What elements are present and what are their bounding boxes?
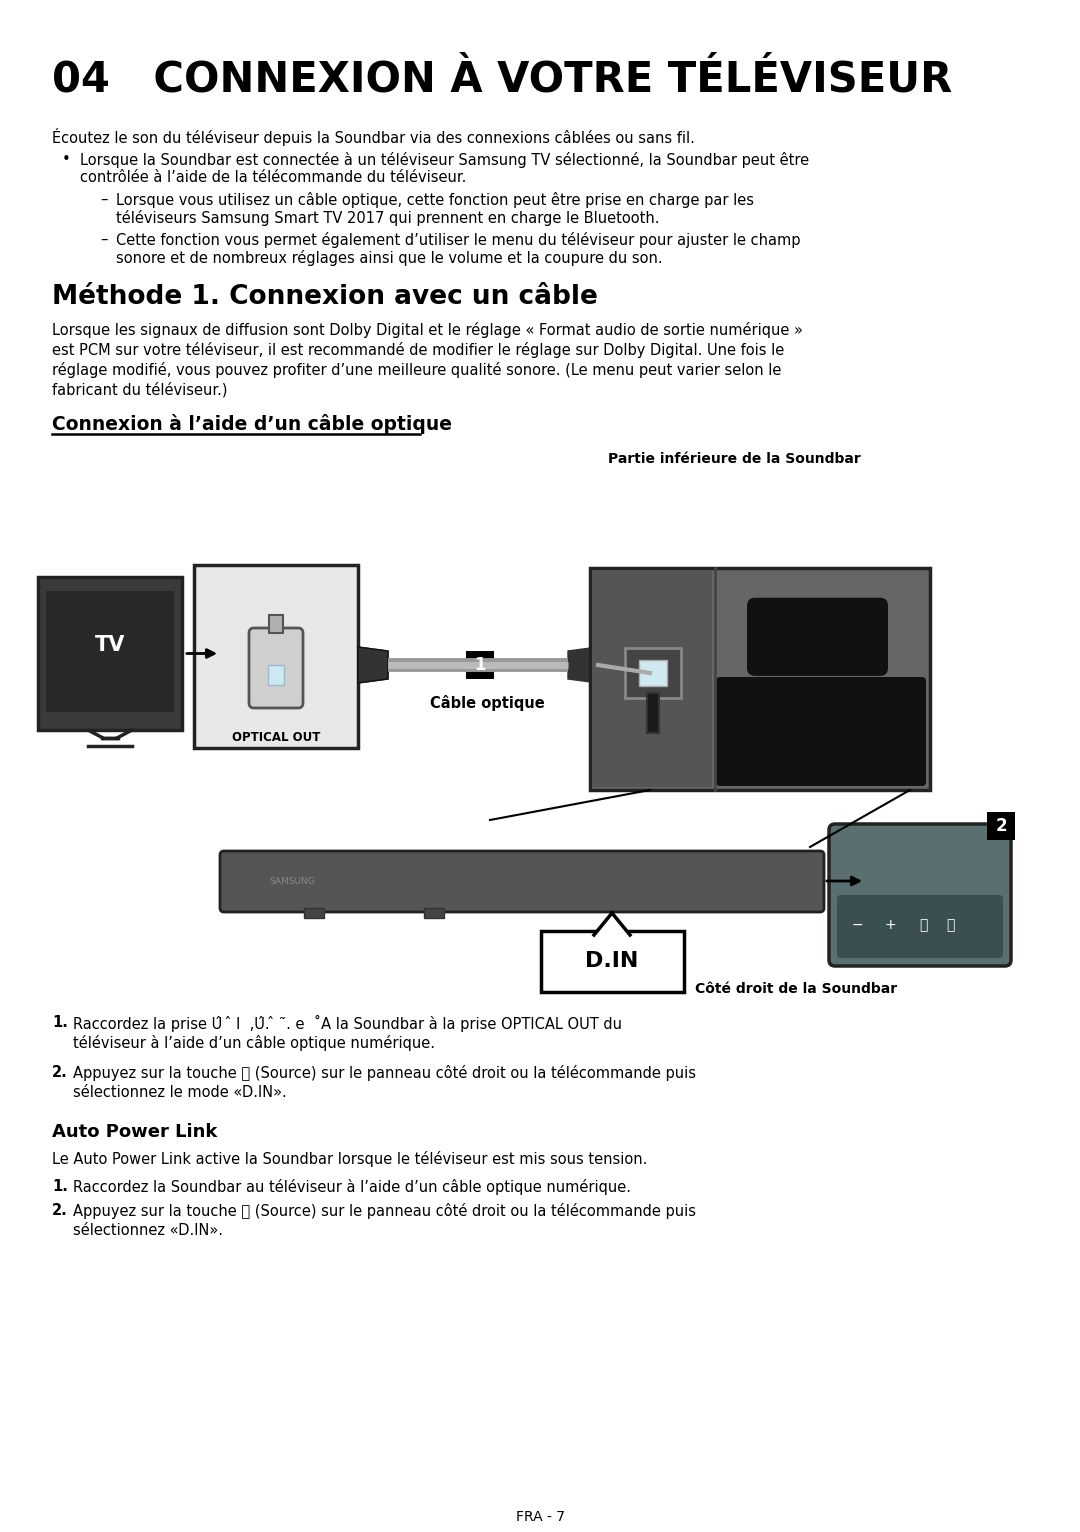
Polygon shape [357, 647, 388, 683]
FancyBboxPatch shape [46, 591, 174, 712]
Text: Raccordez la Soundbar au téléviseur à l’aide d’un câble optique numérique.: Raccordez la Soundbar au téléviseur à l’… [73, 1180, 631, 1195]
Text: 2: 2 [995, 817, 1007, 835]
Text: ⭢: ⭢ [919, 918, 928, 931]
FancyBboxPatch shape [303, 908, 324, 918]
FancyBboxPatch shape [593, 571, 712, 787]
FancyBboxPatch shape [647, 692, 659, 732]
Text: FRA - 7: FRA - 7 [515, 1511, 565, 1524]
Text: +: + [885, 918, 895, 931]
FancyBboxPatch shape [268, 665, 284, 685]
Text: sonore et de nombreux réglages ainsi que le volume et la coupure du son.: sonore et de nombreux réglages ainsi que… [116, 250, 663, 267]
Text: réglage modifié, vous pouvez profiter d’une meilleure qualité sonore. (Le menu p: réglage modifié, vous pouvez profiter d’… [52, 362, 781, 378]
FancyBboxPatch shape [269, 614, 283, 633]
Polygon shape [568, 647, 598, 683]
Text: •: • [62, 152, 71, 167]
Text: –: – [100, 231, 107, 247]
Text: Côté droit de la Soundbar: Côté droit de la Soundbar [696, 982, 897, 996]
Text: Le Auto Power Link active la Soundbar lorsque le téléviseur est mis sous tension: Le Auto Power Link active la Soundbar lo… [52, 1151, 647, 1167]
Text: 2.: 2. [52, 1203, 68, 1218]
Text: Méthode 1. Connexion avec un câble: Méthode 1. Connexion avec un câble [52, 283, 598, 309]
Text: Lorsque les signaux de diffusion sont Dolby Digital et le réglage « Format audio: Lorsque les signaux de diffusion sont Do… [52, 322, 802, 339]
Text: sélectionnez «D.IN».: sélectionnez «D.IN». [73, 1223, 222, 1238]
Text: 1.: 1. [52, 1016, 68, 1030]
FancyBboxPatch shape [38, 578, 183, 731]
FancyBboxPatch shape [747, 597, 888, 676]
FancyBboxPatch shape [837, 895, 1003, 958]
Text: sélectionnez le mode «D.IN».: sélectionnez le mode «D.IN». [73, 1085, 287, 1100]
FancyBboxPatch shape [541, 931, 684, 993]
Text: −: − [851, 918, 863, 931]
Text: est PCM sur votre téléviseur, il est recommandé de modifier le réglage sur Dolby: est PCM sur votre téléviseur, il est rec… [52, 342, 784, 358]
Text: Connexion à l’aide d’un câble optique: Connexion à l’aide d’un câble optique [52, 414, 453, 434]
Text: Raccordez la prise Û  ̂ I  ,Û. ̂ ˜. e  ˚A la Soundbar à la prise OPTICAL OUT d: Raccordez la prise Û ̂ I ,Û. ̂ ˜. e ˚A… [73, 1016, 622, 1033]
Text: Lorsque vous utilisez un câble optique, cette fonction peut être prise en charge: Lorsque vous utilisez un câble optique, … [116, 192, 754, 208]
Text: 1: 1 [474, 656, 486, 674]
Text: 1.: 1. [52, 1180, 68, 1193]
Text: SAMSUNG: SAMSUNG [269, 876, 314, 885]
Text: Auto Power Link: Auto Power Link [52, 1123, 217, 1141]
Text: –: – [100, 192, 107, 207]
Text: Cette fonction vous permet également d’utiliser le menu du téléviseur pour ajust: Cette fonction vous permet également d’u… [116, 231, 800, 248]
Text: Partie inférieure de la Soundbar: Partie inférieure de la Soundbar [608, 452, 861, 466]
FancyBboxPatch shape [249, 628, 303, 708]
Text: téléviseur à l’aide d’un câble optique numérique.: téléviseur à l’aide d’un câble optique n… [73, 1036, 435, 1051]
FancyBboxPatch shape [625, 648, 681, 699]
Text: Écoutez le son du téléviseur depuis la Soundbar via des connexions câblées ou sa: Écoutez le son du téléviseur depuis la S… [52, 129, 694, 146]
Text: D.IN: D.IN [585, 951, 638, 971]
Text: téléviseurs Samsung Smart TV 2017 qui prennent en charge le Bluetooth.: téléviseurs Samsung Smart TV 2017 qui pr… [116, 210, 660, 227]
FancyBboxPatch shape [424, 908, 444, 918]
Text: TV: TV [95, 634, 125, 656]
FancyBboxPatch shape [194, 565, 357, 748]
FancyBboxPatch shape [639, 660, 667, 686]
FancyBboxPatch shape [465, 651, 494, 679]
Text: Appuyez sur la touche ⧖ (Source) sur le panneau côté droit ou la télécommande pu: Appuyez sur la touche ⧖ (Source) sur le … [73, 1065, 696, 1082]
Text: Câble optique: Câble optique [430, 696, 544, 711]
Text: Appuyez sur la touche ⧖ (Source) sur le panneau côté droit ou la télécommande pu: Appuyez sur la touche ⧖ (Source) sur le … [73, 1203, 696, 1219]
Text: 04   CONNEXION À VOTRE TÉLÉVISEUR: 04 CONNEXION À VOTRE TÉLÉVISEUR [52, 58, 953, 100]
Text: fabricant du téléviseur.): fabricant du téléviseur.) [52, 381, 228, 397]
FancyBboxPatch shape [716, 677, 926, 786]
Text: 2.: 2. [52, 1065, 68, 1080]
Polygon shape [594, 913, 630, 935]
FancyBboxPatch shape [987, 812, 1015, 840]
Text: OPTICAL OUT: OPTICAL OUT [232, 731, 320, 745]
Text: contrôlée à l’aide de la télécommande du téléviseur.: contrôlée à l’aide de la télécommande du… [80, 170, 467, 185]
Text: ⏻: ⏻ [946, 918, 955, 931]
FancyBboxPatch shape [590, 568, 930, 791]
FancyBboxPatch shape [220, 850, 824, 912]
Text: Lorsque la Soundbar est connectée à un téléviseur Samsung TV sélectionné, la Sou: Lorsque la Soundbar est connectée à un t… [80, 152, 809, 169]
FancyBboxPatch shape [829, 824, 1011, 967]
